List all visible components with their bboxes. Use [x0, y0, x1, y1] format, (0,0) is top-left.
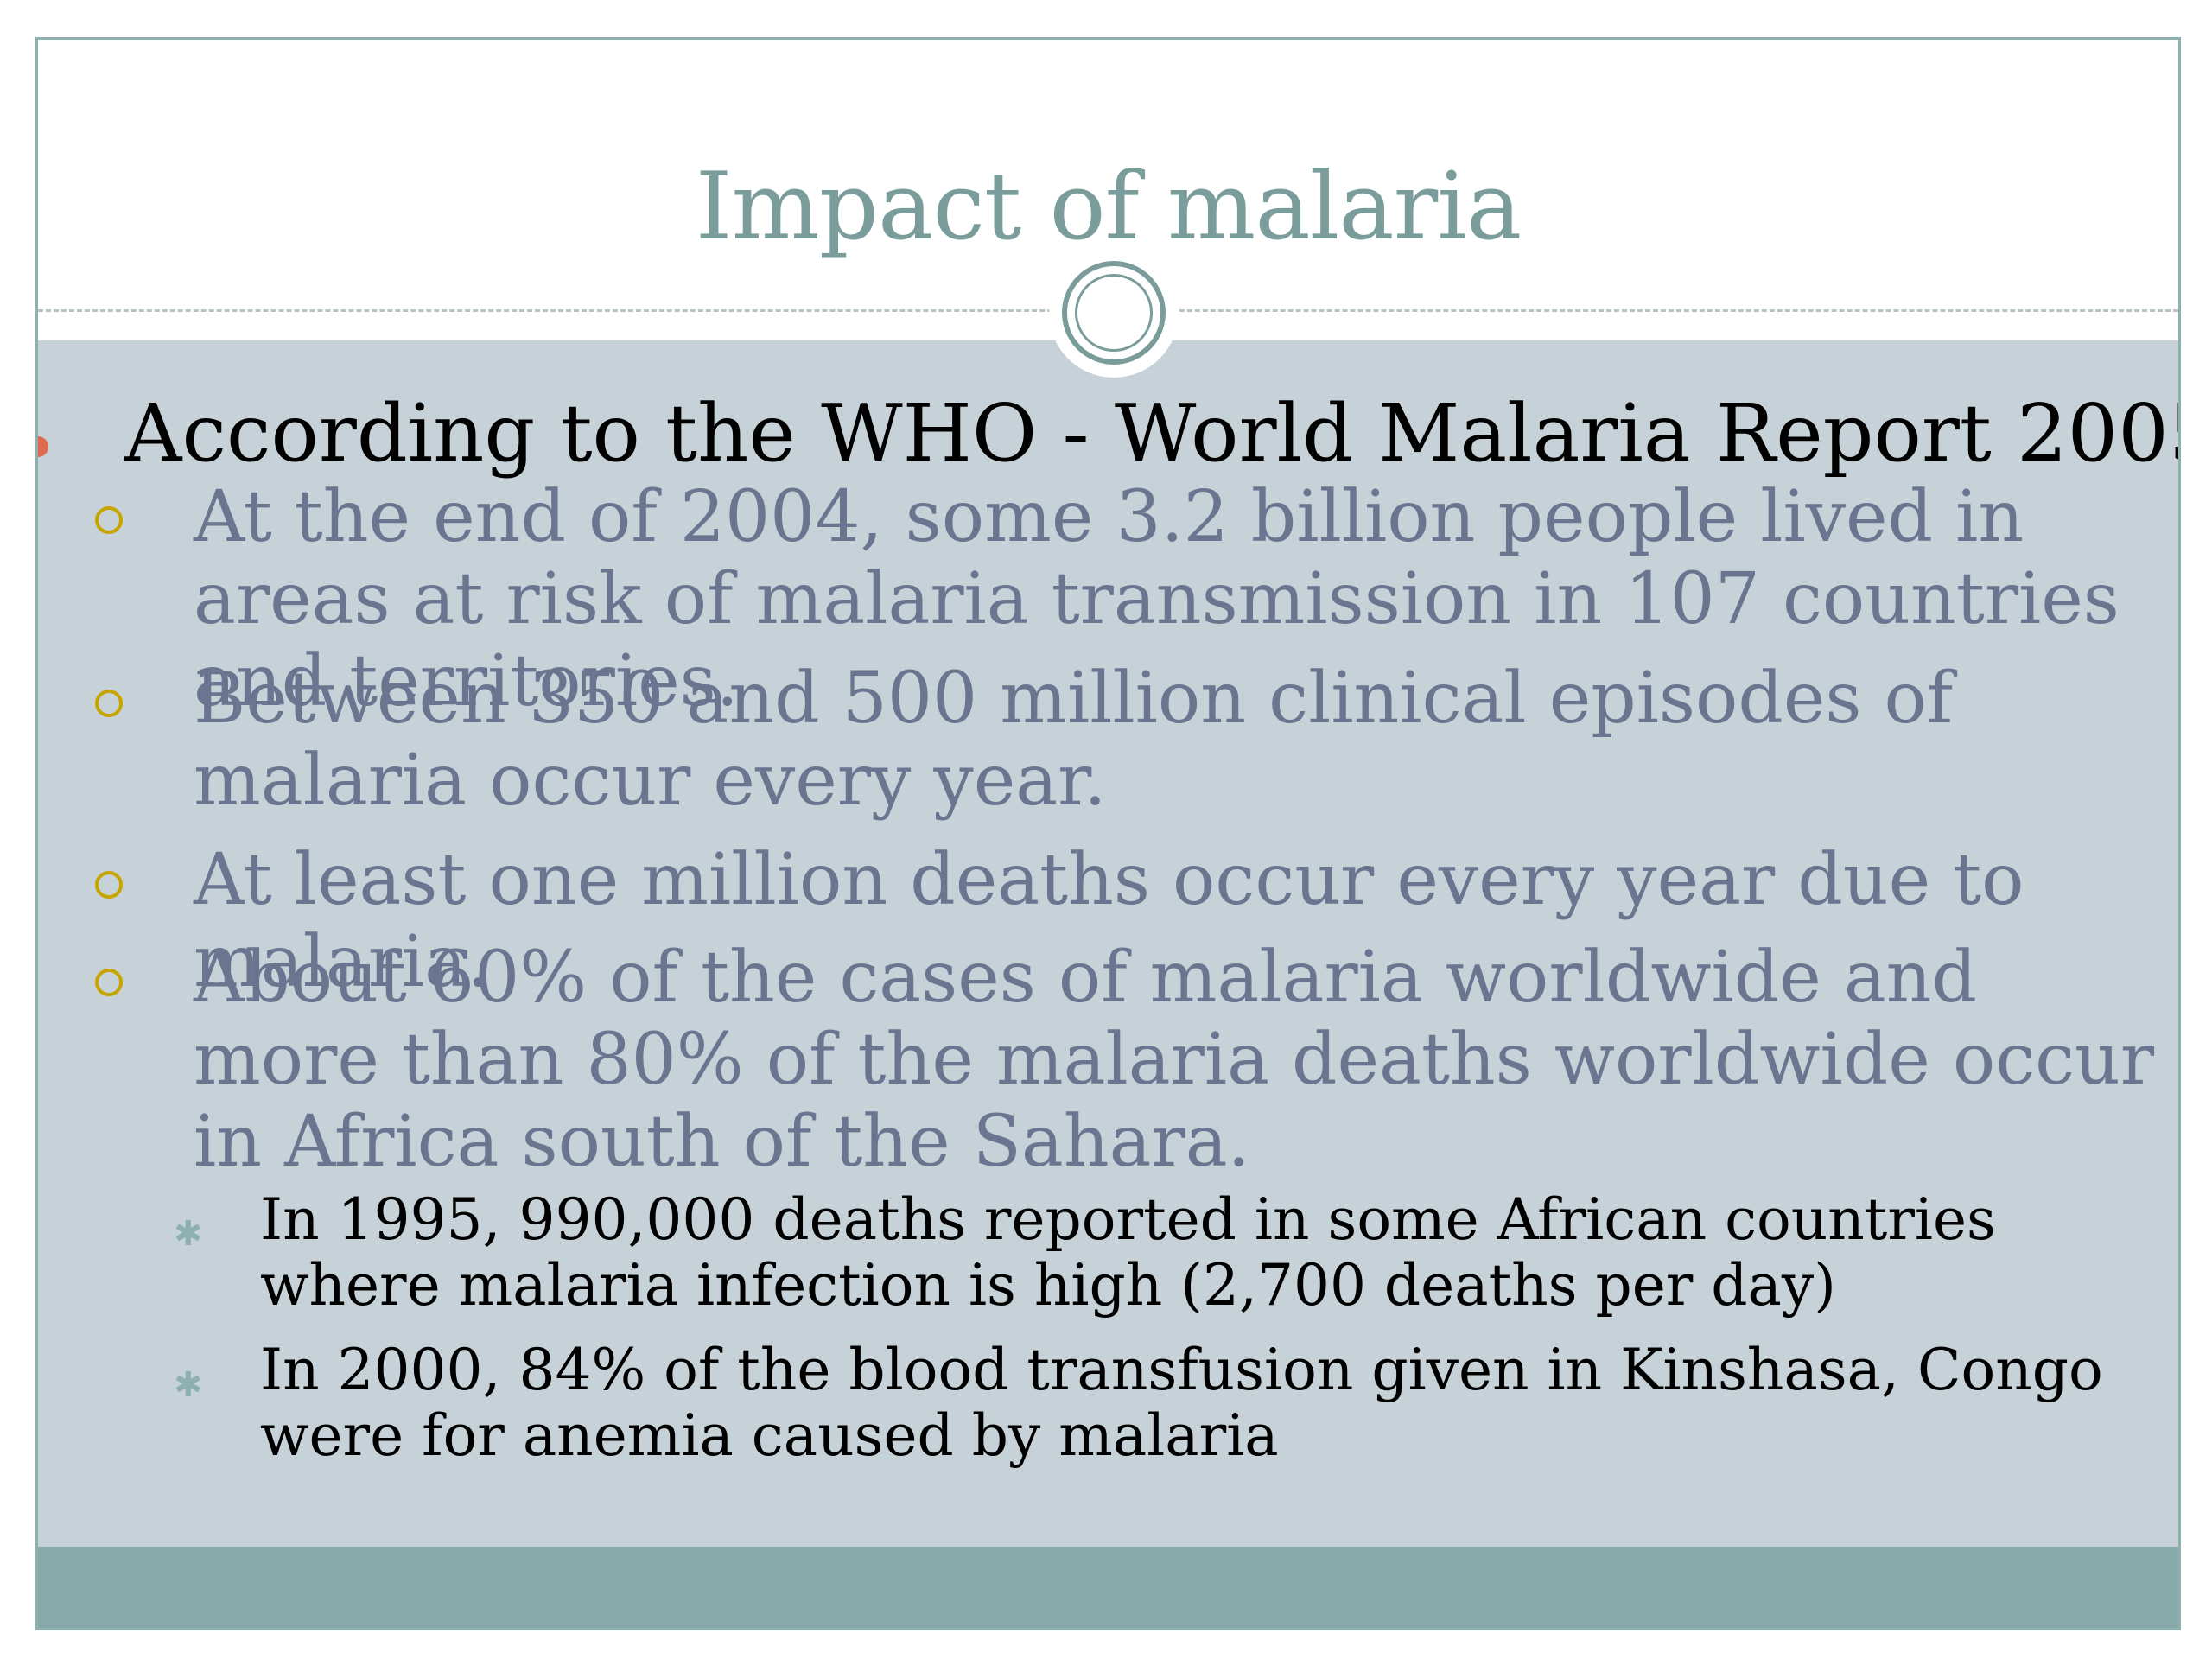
main-bullet-text: According to the WHO - World Malaria Rep… [124, 387, 2181, 480]
sub-sub-bullet-icon: ✱ [174, 1365, 203, 1405]
sub-bullet-icon [95, 690, 123, 717]
slide-content [38, 340, 2178, 1550]
sub-bullet-text: At the end of 2004, some 3.2 billion peo… [194, 476, 2120, 722]
main-bullet-icon [38, 436, 48, 457]
sub-bullet-text: Between 350 and 500 million clinical epi… [194, 658, 1954, 822]
slide: Impact of malaria According to the WHO -… [35, 37, 2181, 1630]
sub-bullet-icon [95, 506, 123, 534]
sub-bullet-icon [95, 871, 123, 899]
sub-bullet-text: About 60% of the cases of malaria worldw… [194, 937, 2155, 1183]
slide-title: Impact of malaria [695, 153, 1522, 261]
sub-bullet-icon [95, 969, 123, 996]
sub-sub-bullet-icon: ✱ [174, 1214, 203, 1254]
ornament-outer-ring [1062, 261, 1166, 365]
sub-bullet-text: At least one million deaths occur every … [194, 839, 2024, 1003]
ornament-inner-ring [1075, 274, 1153, 352]
footer-bar [38, 1547, 2178, 1628]
sub-sub-bullet-text: In 2000, 84% of the blood transfusion gi… [260, 1337, 2103, 1469]
header-ornament-icon [1049, 248, 1179, 378]
sub-sub-bullet-text: In 1995, 990,000 deaths reported in some… [260, 1186, 1996, 1319]
